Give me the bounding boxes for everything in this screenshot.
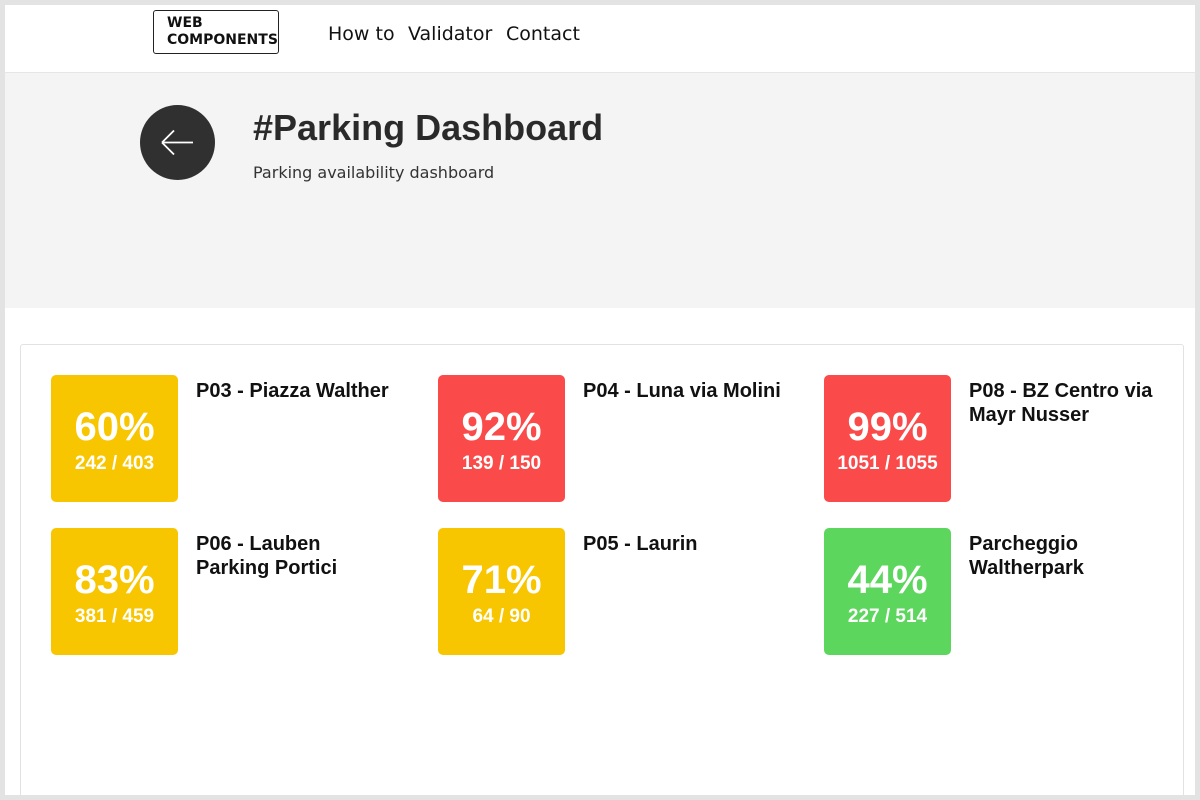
parking-name: P05 - Laurin — [583, 533, 698, 555]
occupancy-tile[interactable]: 60% 242 / 403 — [51, 375, 178, 502]
page-title: #Parking Dashboard — [253, 107, 604, 148]
occupancy-percent: 92% — [461, 405, 542, 449]
occupancy-tile[interactable]: 92% 139 / 150 — [438, 375, 565, 502]
back-button[interactable] — [140, 105, 215, 180]
occupancy-count: 381 / 459 — [74, 606, 155, 627]
page-subtitle: Parking availability dashboard — [253, 163, 495, 182]
occupancy-count: 64 / 90 — [472, 606, 531, 627]
parking-name: P08 - BZ Centro via Mayr Nusser — [969, 380, 1153, 426]
nav-bar: WEB COMPONENTS How to Validator Contact — [5, 5, 1195, 73]
parking-name: P06 - Lauben Parking Portici — [196, 533, 338, 579]
back-arrow — [161, 129, 193, 156]
logo[interactable]: WEB COMPONENTS — [153, 10, 279, 54]
occupancy-percent: 44% — [847, 558, 928, 602]
occupancy-tile[interactable]: 44% 227 / 514 — [824, 528, 951, 655]
occupancy-count: 1051 / 1055 — [837, 453, 938, 474]
occupancy-percent: 60% — [74, 405, 155, 449]
nav-link[interactable]: How to — [328, 23, 395, 45]
parking-name: P04 - Luna via Molini — [583, 380, 781, 402]
occupancy-percent: 83% — [74, 558, 155, 602]
occupancy-percent: 99% — [847, 405, 928, 449]
occupancy-count: 242 / 403 — [74, 453, 155, 474]
nav-link[interactable]: Validator — [408, 23, 493, 45]
logo-line: COMPONENTS — [167, 32, 278, 48]
header: #Parking Dashboard Parking availability … — [5, 73, 1195, 308]
occupancy-percent: 71% — [461, 558, 542, 602]
occupancy-count: 227 / 514 — [847, 606, 928, 627]
occupancy-tile[interactable]: 71% 64 / 90 — [438, 528, 565, 655]
logo-line: WEB — [167, 15, 203, 31]
nav-link[interactable]: Contact — [506, 23, 580, 45]
parking-name: Parcheggio Waltherpark — [969, 533, 1084, 579]
parking-name: P03 - Piazza Walther — [196, 380, 389, 402]
occupancy-tile[interactable]: 83% 381 / 459 — [51, 528, 178, 655]
occupancy-count: 139 / 150 — [461, 453, 542, 474]
occupancy-tile[interactable]: 99% 1051 / 1055 — [824, 375, 951, 502]
dashboard-panel: 60% 242 / 403 P03 - Piazza Walther 92% 139 /… — [20, 344, 1184, 795]
arrow-icon — [161, 129, 193, 156]
